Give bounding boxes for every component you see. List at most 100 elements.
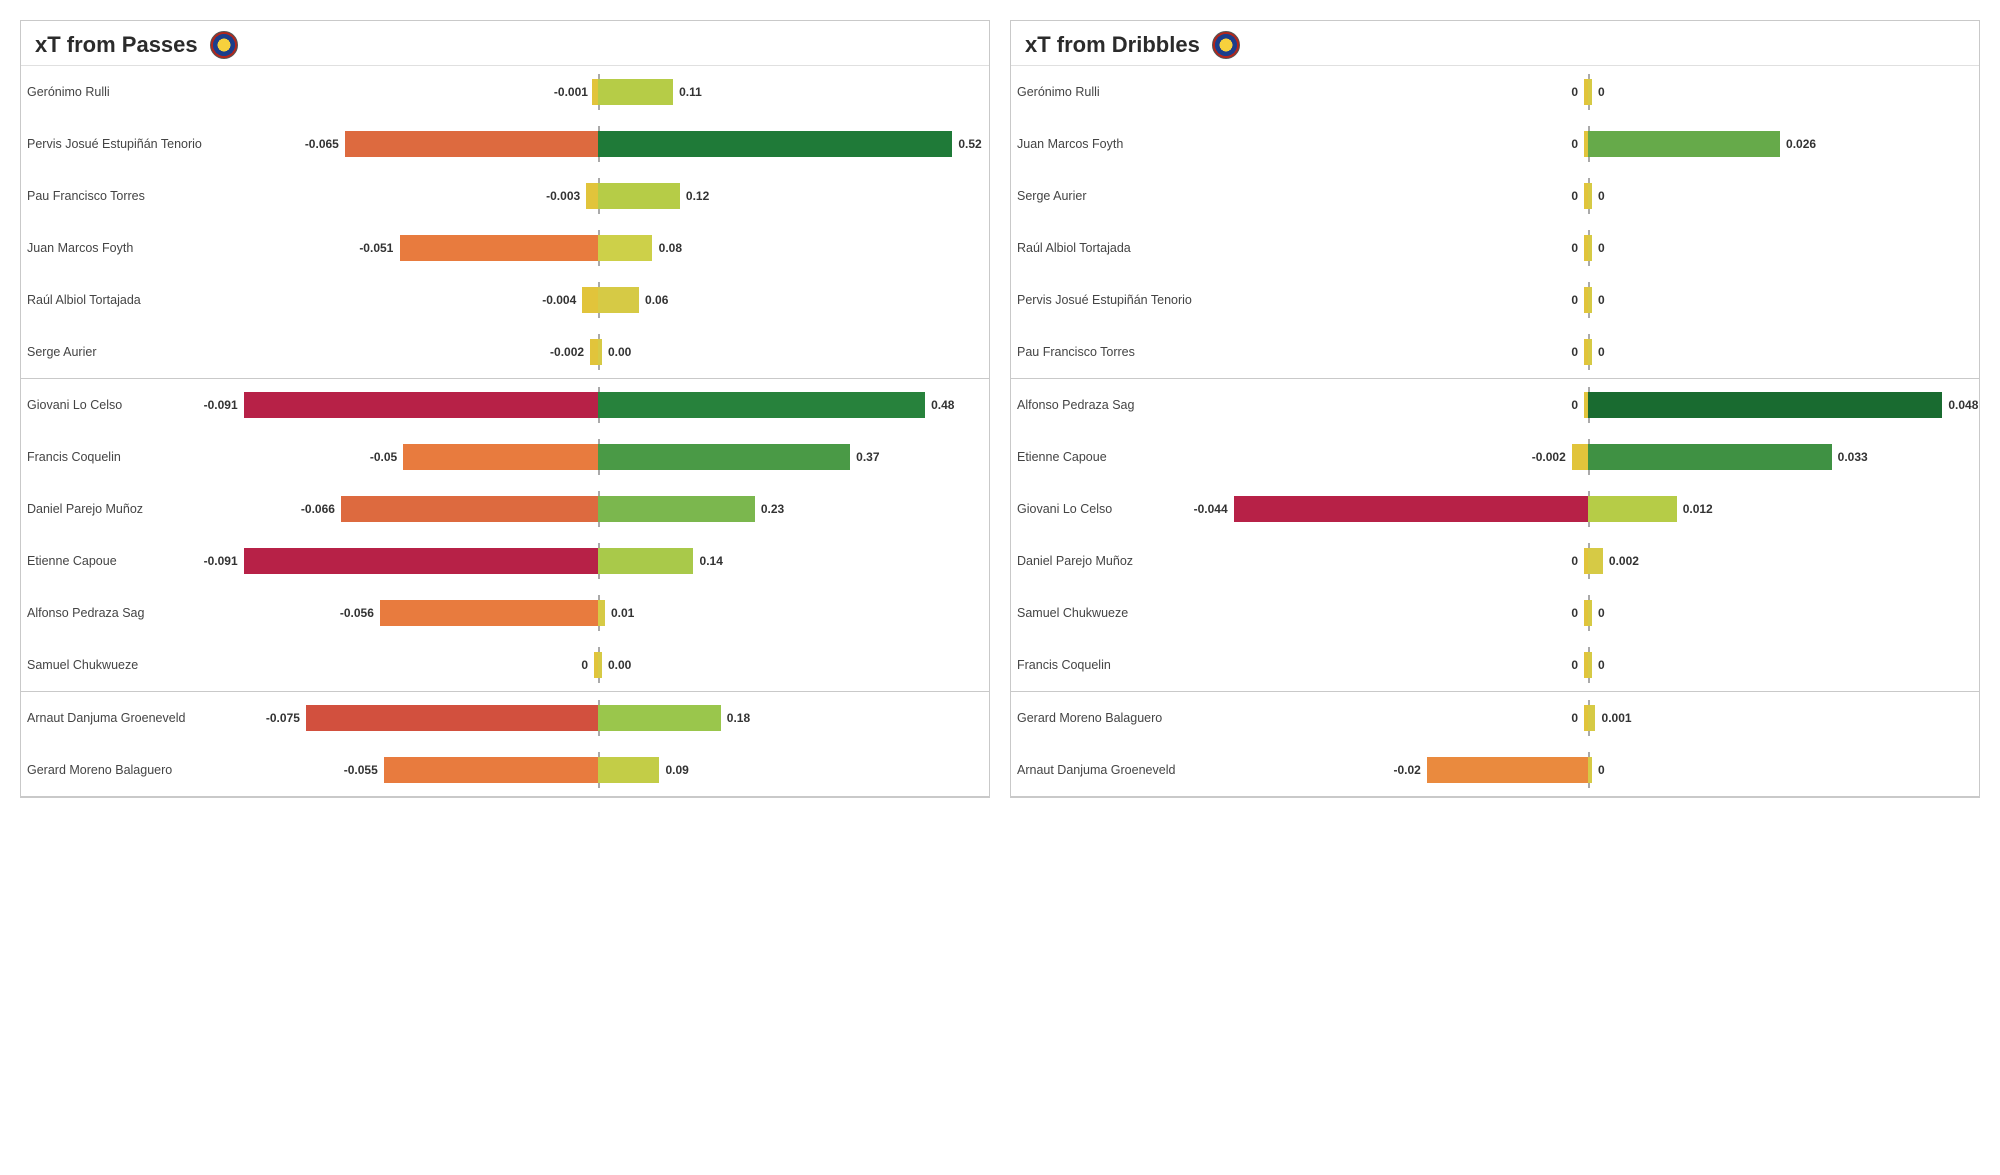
bar-chart-area: 00.002	[1203, 543, 1973, 579]
player-row: Juan Marcos Foyth-0.0510.08	[21, 222, 989, 274]
bar-chart-area: -0.0020.033	[1203, 439, 1973, 475]
positive-value-label: 0	[1598, 85, 1605, 99]
negative-value-label: -0.003	[546, 189, 580, 203]
negative-value-label: -0.051	[359, 241, 393, 255]
positive-value-label: 0	[1598, 763, 1605, 777]
negative-bar	[244, 548, 598, 574]
negative-value-label: -0.091	[204, 554, 238, 568]
negative-value-label: 0	[1571, 137, 1578, 151]
positive-value-label: 0.01	[611, 606, 634, 620]
positive-value-label: 0.048	[1948, 398, 1978, 412]
player-group: Giovani Lo Celso-0.0910.48Francis Coquel…	[21, 379, 989, 692]
negative-value-label: -0.044	[1194, 502, 1228, 516]
player-row: Francis Coquelin00	[1011, 639, 1979, 691]
positive-bar	[1588, 287, 1592, 313]
negative-value-label: -0.056	[340, 606, 374, 620]
positive-bar	[598, 287, 639, 313]
negative-bar	[244, 392, 598, 418]
bar-chart-area: -0.066 0.23	[213, 491, 983, 527]
panel-header: xT from Passes	[21, 21, 989, 66]
positive-bar	[598, 183, 680, 209]
negative-value-label: 0	[1571, 293, 1578, 307]
bar-chart-area: -0.0510.08	[213, 230, 983, 266]
player-name: Francis Coquelin	[27, 450, 213, 464]
negative-value-label: 0	[1571, 606, 1578, 620]
negative-value-label: 0	[1571, 398, 1578, 412]
bar-chart-area: -0.02 0	[1203, 752, 1973, 788]
panel-title: xT from Dribbles	[1025, 32, 1200, 58]
positive-bar	[1588, 444, 1832, 470]
player-name: Gerard Moreno Balaguero	[27, 763, 213, 777]
positive-bar	[598, 444, 850, 470]
positive-bar	[1588, 339, 1592, 365]
player-row: Pervis Josué Estupiñán Tenorio -0.065 0.52	[21, 118, 989, 170]
bar-chart-area: -0.0020.00	[213, 334, 983, 370]
bar-chart-area: 00.048	[1203, 387, 1973, 423]
negative-value-label: -0.065	[305, 137, 339, 151]
bar-chart-area: 00.001	[1203, 700, 1973, 736]
player-row: Juan Marcos Foyth00.026	[1011, 118, 1979, 170]
positive-value-label: 0.00	[608, 345, 631, 359]
negative-value-label: -0.02	[1393, 763, 1420, 777]
player-row: Alfonso Pedraza Sag00.048	[1011, 379, 1979, 431]
player-row: Samuel Chukwueze00.00	[21, 639, 989, 691]
player-name: Serge Aurier	[27, 345, 213, 359]
positive-value-label: 0.18	[727, 711, 750, 725]
player-name: Gerónimo Rulli	[1017, 85, 1203, 99]
bar-chart-area: -0.0910.14	[213, 543, 983, 579]
panel-title: xT from Passes	[35, 32, 198, 58]
positive-value-label: 0.06	[645, 293, 668, 307]
bar-chart-area: -0.056 0.01	[213, 595, 983, 631]
negative-value-label: 0	[1571, 85, 1578, 99]
player-name: Arnaut Danjuma Groeneveld	[27, 711, 213, 725]
negative-value-label: 0	[581, 658, 588, 672]
negative-value-label: -0.055	[344, 763, 378, 777]
positive-value-label: 0	[1598, 189, 1605, 203]
positive-bar	[1588, 600, 1592, 626]
player-row: Serge Aurier-0.0020.00	[21, 326, 989, 378]
player-row: Gerónimo Rulli-0.0010.11	[21, 66, 989, 118]
positive-bar	[598, 600, 605, 626]
negative-value-label: -0.001	[554, 85, 588, 99]
positive-value-label: 0.026	[1786, 137, 1816, 151]
negative-bar	[1427, 757, 1588, 783]
positive-bar	[1588, 79, 1592, 105]
player-name: Raúl Albiol Tortajada	[27, 293, 213, 307]
positive-value-label: 0.11	[679, 85, 702, 99]
positive-value-label: 0	[1598, 345, 1605, 359]
player-name: Juan Marcos Foyth	[27, 241, 213, 255]
xt-panel: xT from DribblesGerónimo Rulli00Juan Mar…	[1010, 20, 1980, 798]
bar-chart-area: 00	[1203, 647, 1973, 683]
player-name: Etienne Capoue	[27, 554, 213, 568]
player-name: Daniel Parejo Muñoz	[1017, 554, 1203, 568]
positive-value-label: 0.52	[958, 137, 981, 151]
player-name: Pervis Josué Estupiñán Tenorio	[27, 137, 213, 151]
player-row: Pau Francisco Torres00	[1011, 326, 1979, 378]
player-row: Alfonso Pedraza Sag-0.0560.01	[21, 587, 989, 639]
player-group: Arnaut Danjuma Groeneveld-0.0750.18Gerar…	[21, 692, 989, 797]
positive-bar	[598, 652, 602, 678]
negative-bar	[306, 705, 598, 731]
positive-bar	[1588, 652, 1592, 678]
team-crest-icon	[1212, 31, 1240, 59]
negative-value-label: -0.066	[301, 502, 335, 516]
positive-value-label: 0.23	[761, 502, 784, 516]
player-row: Gerard Moreno Balaguero-0.0550.09	[21, 744, 989, 796]
bar-chart-area: -0.0030.12	[213, 178, 983, 214]
bar-chart-area: -0.0910.48	[213, 387, 983, 423]
player-name: Daniel Parejo Muñoz	[27, 502, 213, 516]
negative-bar	[403, 444, 598, 470]
player-row: Daniel Parejo Muñoz00.002	[1011, 535, 1979, 587]
player-row: Etienne Capoue-0.0020.033	[1011, 431, 1979, 483]
positive-bar	[1588, 757, 1592, 783]
positive-bar	[598, 496, 755, 522]
negative-value-label: 0	[1571, 554, 1578, 568]
negative-value-label: 0	[1571, 241, 1578, 255]
positive-bar	[1588, 392, 1942, 418]
negative-value-label: -0.002	[1532, 450, 1566, 464]
negative-bar	[345, 131, 598, 157]
bar-chart-area: 00	[1203, 282, 1973, 318]
positive-value-label: 0.48	[931, 398, 954, 412]
player-name: Arnaut Danjuma Groeneveld	[1017, 763, 1203, 777]
positive-bar	[598, 131, 952, 157]
